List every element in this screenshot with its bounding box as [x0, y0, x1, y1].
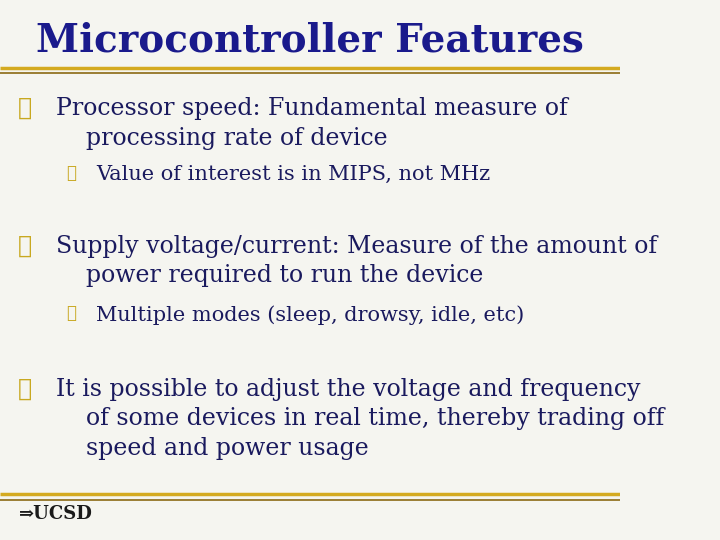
Text: ⇒UCSD: ⇒UCSD	[19, 505, 92, 523]
Text: ❖: ❖	[18, 378, 32, 401]
Text: It is possible to adjust the voltage and frequency
    of some devices in real t: It is possible to adjust the voltage and…	[55, 378, 664, 460]
Text: ❖: ❖	[18, 235, 32, 258]
Text: Multiple modes (sleep, drowsy, idle, etc): Multiple modes (sleep, drowsy, idle, etc…	[96, 305, 524, 325]
Text: Value of interest is in MIPS, not MHz: Value of interest is in MIPS, not MHz	[96, 165, 490, 184]
Text: Microcontroller Features: Microcontroller Features	[36, 22, 584, 59]
Text: ❖: ❖	[66, 305, 76, 322]
Text: ❖: ❖	[66, 165, 76, 181]
Text: Supply voltage/current: Measure of the amount of
    power required to run the d: Supply voltage/current: Measure of the a…	[55, 235, 657, 287]
Text: ❖: ❖	[18, 97, 32, 120]
Text: Processor speed: Fundamental measure of
    processing rate of device: Processor speed: Fundamental measure of …	[55, 97, 567, 150]
